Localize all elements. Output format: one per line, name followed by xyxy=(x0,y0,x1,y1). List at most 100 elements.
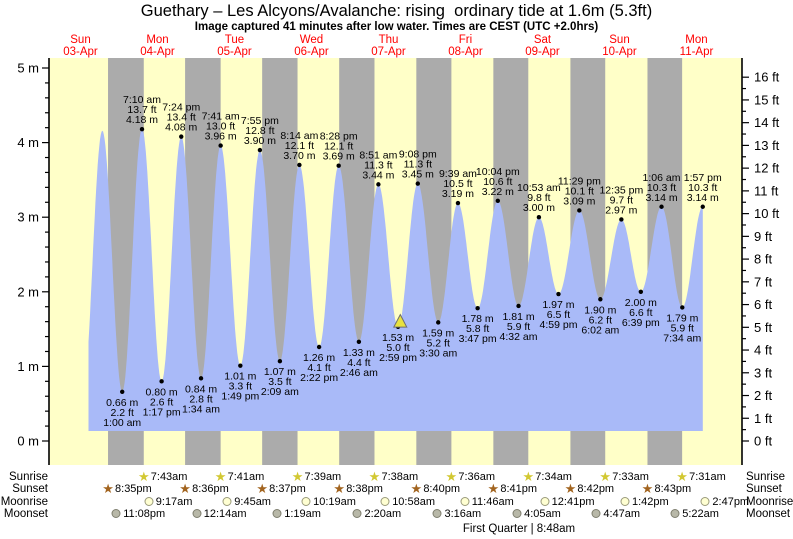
sunrise-time: 7:38am xyxy=(381,471,419,483)
high-tide-label: 8:14 am xyxy=(280,130,318,142)
high-tide-dot xyxy=(619,217,624,222)
day-date: 07-Apr xyxy=(371,45,406,58)
sunset-star-icon: ★ xyxy=(487,481,500,496)
low-tide-label: 7:34 am xyxy=(663,332,701,344)
day-label: Fri 08-Apr xyxy=(448,34,483,58)
high-tide-label: 10:53 am xyxy=(517,182,561,194)
moonset-icon xyxy=(272,509,282,518)
moonrise-row-label-left: Moonrise xyxy=(0,496,48,508)
sunrise-time: 7:31am xyxy=(689,471,726,483)
high-tide-label: 13.0 ft xyxy=(206,121,235,133)
day-label: Mon 04-Apr xyxy=(140,34,175,58)
high-tide-label: 3.69 m xyxy=(323,151,355,163)
high-tide-dot xyxy=(495,198,501,203)
moonset-icon xyxy=(591,509,601,518)
sunrise-star-icon: ★ xyxy=(291,469,304,484)
high-tide-dot xyxy=(336,163,341,168)
right-axis-label: 8 ft xyxy=(754,252,772,267)
low-tide-label: 4:59 pm xyxy=(540,319,578,331)
high-tide-label: 8:28 pm xyxy=(320,131,358,143)
day-label: Sun 10-Apr xyxy=(602,34,637,58)
moonset-icon xyxy=(352,509,362,518)
moonrise-row-label-right: Moonrise xyxy=(746,496,793,508)
right-axis-label: 2 ft xyxy=(754,388,772,403)
low-tide-dot xyxy=(556,291,561,297)
day-label: Sat 09-Apr xyxy=(525,34,560,58)
sunset-time: 8:43pm xyxy=(654,483,692,495)
high-tide-label: 3.44 m xyxy=(362,169,394,181)
low-tide-dot xyxy=(159,379,164,384)
high-tide-label: 3.00 m xyxy=(523,202,555,214)
high-tide-label: 10.3 ft xyxy=(688,182,717,194)
low-tide-label: 1.07 m xyxy=(264,366,296,378)
right-axis-label: 0 ft xyxy=(754,434,772,449)
sunrise-time: 7:41am xyxy=(227,471,265,483)
moonrise-icon xyxy=(222,497,232,506)
low-tide-dot xyxy=(120,389,125,394)
day-name: Sun xyxy=(70,34,91,46)
right-axis-label: 13 ft xyxy=(754,138,780,153)
low-tide-dot xyxy=(475,306,480,311)
day-name: Sun xyxy=(609,34,630,46)
day-name: Sat xyxy=(533,34,552,46)
moonrise-time: 11:46am xyxy=(471,496,514,508)
high-tide-dot xyxy=(455,200,461,206)
sunrise-star-icon: ★ xyxy=(368,469,381,484)
low-tide-label: 1.26 m xyxy=(303,352,335,364)
sunset-time: 8:38pm xyxy=(346,483,383,495)
left-axis-label: 2 m xyxy=(17,284,39,299)
high-tide-label: 12.8 ft xyxy=(245,125,274,137)
moonrise-time: 9:17am xyxy=(155,496,193,508)
low-tide-label: 3:30 am xyxy=(419,347,457,359)
moonset-time: 11:08pm xyxy=(123,508,166,520)
low-tide-dot xyxy=(638,289,644,294)
low-tide-label: 3.3 ft xyxy=(229,381,252,393)
high-tide-label: 7:10 am xyxy=(123,94,161,106)
left-axis-label: 4 m xyxy=(17,135,39,150)
sunrise-star-icon: ★ xyxy=(445,469,458,484)
day-name: Fri xyxy=(458,34,473,46)
left-axis-label: 3 m xyxy=(17,210,39,225)
moonrise-icon xyxy=(620,497,630,506)
moonset-icon xyxy=(432,509,442,518)
moonrise-icon xyxy=(380,497,390,506)
high-tide-label: 9.8 ft xyxy=(527,192,550,204)
high-tide-label: 7:41 am xyxy=(202,111,240,123)
sunrise-time: 7:33am xyxy=(612,471,649,483)
high-tide-dot xyxy=(257,147,263,153)
high-tide-label: 3.45 m xyxy=(402,169,434,181)
day-date: 06-Apr xyxy=(294,45,329,58)
low-tide-label: 2.8 ft xyxy=(189,393,212,405)
high-tide-label: 1:06 am xyxy=(643,172,681,184)
sunset-star-icon: ★ xyxy=(641,481,654,496)
sunrise-time: 7:39am xyxy=(304,471,342,483)
moonset-time: 4:47am xyxy=(603,508,641,520)
sunset-time: 8:37pm xyxy=(269,483,306,495)
right-axis-label: 9 ft xyxy=(754,229,772,244)
high-tide-label: 3.09 m xyxy=(563,195,595,207)
low-tide-label: 3.5 ft xyxy=(268,376,291,388)
high-tide-label: 3.70 m xyxy=(283,150,315,162)
moonset-time: 1:19am xyxy=(284,508,321,520)
day-label: Tue 05-Apr xyxy=(217,34,252,58)
high-tide-label: 3.14 m xyxy=(687,192,719,204)
right-axis-label: 7 ft xyxy=(754,274,772,289)
sunrise-star-icon: ★ xyxy=(214,469,227,484)
right-axis-label: 12 ft xyxy=(754,161,780,176)
right-axis-label: 15 ft xyxy=(754,92,780,107)
moonrise-time: 12:41pm xyxy=(551,496,595,508)
low-tide-label: 1.78 m xyxy=(462,313,494,325)
day-date: 10-Apr xyxy=(602,45,637,58)
low-tide-label: 1.97 m xyxy=(542,299,574,311)
high-tide-label: 11.3 ft xyxy=(404,159,432,171)
high-tide-label: 1:57 pm xyxy=(684,172,722,184)
low-tide-label: 2.00 m xyxy=(625,297,657,309)
low-tide-label: 1:49 pm xyxy=(221,391,259,403)
moonset-row-label-right: Moonset xyxy=(746,508,791,520)
tide-curve-area xyxy=(88,129,703,431)
moonrise-icon xyxy=(700,497,710,506)
low-tide-label: 2:09 am xyxy=(261,386,299,398)
low-tide-label: 1.79 m xyxy=(666,312,698,324)
high-tide-dot xyxy=(415,181,420,186)
right-axis-label: 11 ft xyxy=(754,183,779,198)
